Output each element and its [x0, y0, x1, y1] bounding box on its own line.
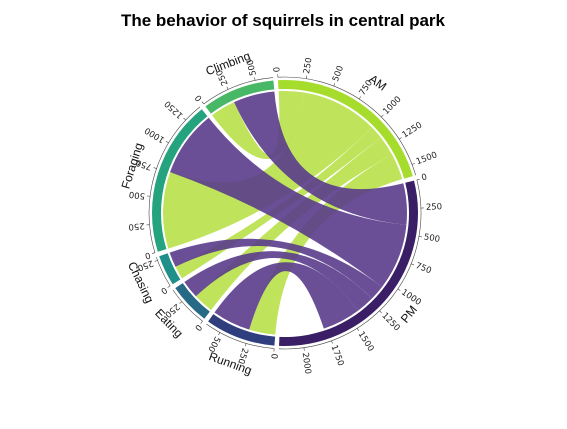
ribbon-pm-foraging [170, 117, 407, 287]
tick-mark [418, 236, 422, 238]
tick-label: 1000 [143, 125, 167, 145]
tick-label: 0 [272, 67, 282, 73]
tick-label: 750 [414, 261, 433, 276]
tick-mark [179, 301, 183, 304]
track-running [208, 314, 276, 346]
tick-mark [151, 252, 155, 254]
tick-mark [331, 340, 333, 344]
tracks-group [151, 79, 419, 347]
tick-label: 500 [246, 59, 259, 77]
tick-mark [411, 163, 415, 165]
tick-mark [200, 320, 203, 324]
track-climbing [205, 80, 275, 114]
tick-mark [356, 328, 359, 331]
track-chasing [159, 253, 181, 285]
track-eating [175, 283, 210, 319]
tick-label: 0 [268, 353, 278, 359]
axis-line-running [206, 323, 275, 349]
tick-mark [358, 96, 362, 100]
tick-mark [245, 343, 247, 347]
tick-mark [226, 86, 229, 90]
tick-mark [333, 83, 336, 87]
tick-mark [397, 288, 401, 291]
tick-mark [254, 77, 256, 81]
tick-mark [167, 285, 171, 288]
ribbon-am-foraging [163, 92, 373, 249]
tick-label: 250 [302, 57, 314, 75]
tick-label: 0 [421, 172, 429, 183]
tick-label: 1500 [356, 330, 376, 354]
tick-label: 1250 [379, 311, 401, 334]
ribbon-pm-running [214, 262, 359, 330]
track-am [278, 79, 413, 179]
tick-mark [165, 140, 169, 144]
tick-mark [416, 178, 420, 181]
axis-line-foraging [148, 106, 201, 253]
tick-label: 1000 [381, 95, 403, 117]
tick-label: 0 [192, 322, 203, 332]
tick-mark [381, 114, 384, 118]
tick-label: 2000 [300, 352, 313, 375]
axis-line-eating [172, 289, 203, 322]
axis-line-pm [278, 179, 422, 350]
tick-label: 0 [159, 284, 169, 295]
tick-mark [379, 310, 382, 314]
chart-title: The behavior of squirrels in central par… [121, 11, 446, 30]
ribbon-pm-eating [184, 251, 372, 311]
tick-label: 250 [128, 220, 145, 231]
tick-label: 250 [235, 347, 249, 365]
tick-label: 1250 [163, 98, 186, 120]
axis-line-am [277, 76, 416, 176]
ribbon-pm-climbing [234, 91, 408, 225]
tick-mark [398, 137, 402, 140]
tick-label: 0 [193, 93, 204, 103]
axis-line-climbing [203, 77, 274, 105]
tick-label: 500 [128, 189, 145, 201]
sector-label-climbing: Climbing [204, 49, 253, 79]
ribbons-group [163, 91, 408, 335]
tick-mark [154, 260, 158, 262]
tick-mark [153, 167, 157, 169]
tick-mark [411, 263, 415, 266]
tick-label: 1500 [415, 150, 439, 167]
tick-label: 500 [331, 64, 346, 83]
tick-mark [201, 101, 204, 105]
tick-label: 500 [423, 232, 441, 245]
tick-label: 1250 [401, 120, 425, 140]
ribbon-am-eating [195, 137, 393, 311]
tick-mark [183, 117, 186, 121]
ribbon-pm-chasing [169, 238, 383, 299]
tick-label: 250 [426, 202, 443, 213]
ribbon-am-running [249, 154, 403, 335]
tick-label: 0 [143, 249, 151, 260]
tick-label: 1750 [329, 344, 346, 368]
track-foraging [151, 109, 208, 252]
tick-mark [218, 332, 221, 336]
